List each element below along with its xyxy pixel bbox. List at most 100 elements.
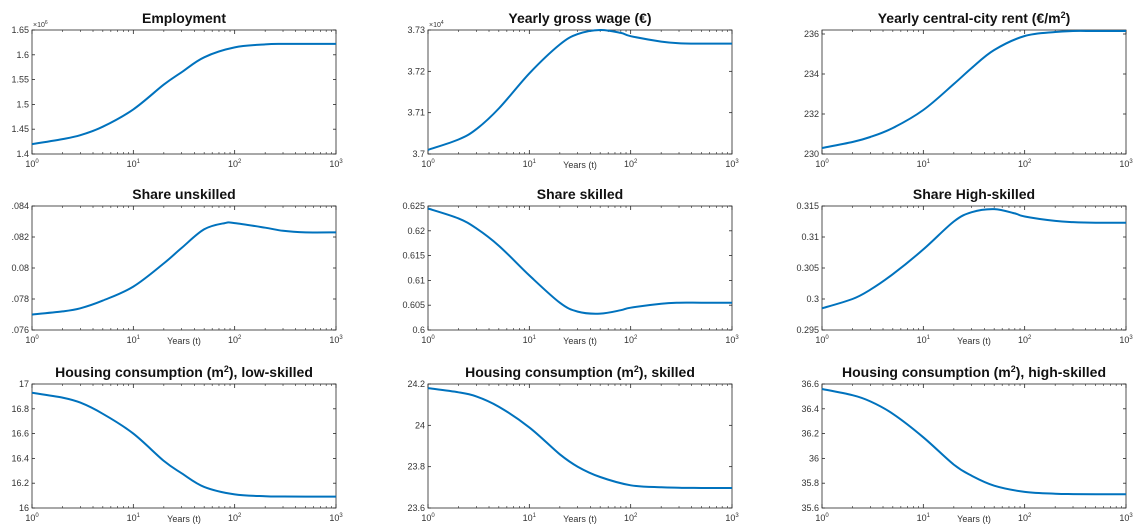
- y-tick-label: 0.625: [402, 201, 425, 211]
- y-tick-label: 3.72: [407, 66, 425, 76]
- y-tick-label: 1.6: [16, 50, 29, 60]
- chart-title-superscript: 2: [1011, 364, 1016, 374]
- x-axis-label: Years (t): [957, 336, 991, 346]
- chart-title-text: Housing consumption (m: [465, 364, 634, 380]
- y-tick-label: 16.4: [11, 453, 29, 463]
- chart-panel: Share skilled 0.6 0.605 0.61 0.615 0.62 0.625 1…: [402, 186, 739, 346]
- x-tick-label: 103: [329, 513, 343, 523]
- chart-title: Yearly central-city rent (€/m2): [878, 10, 1071, 26]
- chart-title: Employment: [142, 10, 226, 26]
- x-tick-label: 102: [228, 159, 242, 169]
- y-tick-label: 1.4: [16, 149, 29, 159]
- x-tick-label: 101: [917, 335, 931, 345]
- x-tick-label: 101: [523, 335, 537, 345]
- chart-panel: Yearly gross wage (€) 3.7 3.71 3.72 3.73 100 1…: [407, 10, 739, 170]
- y-tick-label: 1.65: [11, 25, 29, 35]
- plot-area: [427, 29, 733, 155]
- x-tick-label: 103: [725, 513, 739, 523]
- y-tick-label: 1.55: [11, 75, 29, 85]
- y-tick-label: 1.5: [16, 99, 29, 109]
- y-tick-label: 3.71: [407, 108, 425, 118]
- y-tick-label: 0.3: [806, 294, 819, 304]
- x-tick-label: 101: [523, 159, 537, 169]
- y-tick-label: 24: [415, 420, 425, 430]
- chart-title: Share skilled: [537, 186, 623, 202]
- x-tick-label: 103: [329, 159, 343, 169]
- x-axis-label: Years (t): [563, 336, 597, 346]
- x-tick-label: 100: [815, 513, 829, 523]
- chart-panel: Share High-skilled 0.295 0.3 0.305 0.31 0.315…: [796, 186, 1133, 346]
- chart-panel: Share unskilled .076 .078 0.08 .082 .084 100 10…: [11, 186, 343, 346]
- x-tick-label: 102: [228, 513, 242, 523]
- y-tick-label: 0.605: [402, 300, 425, 310]
- chart-title-text: Yearly central-city rent (€/m: [878, 10, 1061, 26]
- x-tick-label: 102: [624, 335, 638, 345]
- chart-title: Share unskilled: [132, 186, 235, 202]
- chart-title-suffix: ), high-skilled: [1016, 364, 1106, 380]
- y-tick-label: 36.6: [801, 379, 819, 389]
- y-tick-label: 16.2: [11, 478, 29, 488]
- y-tick-label: 36: [809, 453, 819, 463]
- y-tick-label: .076: [11, 325, 29, 335]
- x-tick-label: 100: [25, 513, 39, 523]
- chart-panel: Housing consumption (m2), high-skilled 35…: [801, 364, 1133, 524]
- plot-area: [427, 383, 733, 509]
- chart-title-text: Employment: [142, 10, 226, 26]
- x-tick-label: 101: [523, 513, 537, 523]
- x-tick-label: 103: [1119, 513, 1133, 523]
- y-tick-label: 24.2: [407, 379, 425, 389]
- y-tick-label: 0.305: [796, 263, 819, 273]
- x-tick-label: 102: [1018, 335, 1032, 345]
- x-tick-label: 102: [624, 513, 638, 523]
- y-tick-label: 16: [19, 503, 29, 513]
- chart-title-text: Share High-skilled: [913, 186, 1035, 202]
- chart-title-suffix: ): [1066, 10, 1071, 26]
- y-tick-label: 230: [804, 149, 819, 159]
- y-tick-label: 0.08: [11, 263, 29, 273]
- y-axis-multiplier: ×104: [429, 20, 444, 29]
- x-tick-label: 103: [1119, 335, 1133, 345]
- y-axis-multiplier: ×106: [33, 20, 48, 29]
- chart-title: Housing consumption (m2), high-skilled: [842, 364, 1106, 380]
- x-tick-label: 102: [228, 335, 242, 345]
- y-tick-label: 0.315: [796, 201, 819, 211]
- x-tick-label: 103: [329, 335, 343, 345]
- y-tick-label: 23.8: [407, 462, 425, 472]
- plot-area: [31, 205, 337, 331]
- x-axis-label: Years (t): [957, 514, 991, 524]
- y-tick-label: 16.6: [11, 429, 29, 439]
- x-tick-label: 100: [25, 335, 39, 345]
- x-tick-label: 101: [917, 159, 931, 169]
- y-tick-label: 0.6: [412, 325, 425, 335]
- chart-title-superscript: 2: [1061, 10, 1066, 20]
- y-tick-label: 0.31: [801, 232, 819, 242]
- y-tick-label: 36.2: [801, 429, 819, 439]
- y-tick-label: 3.7: [412, 149, 425, 159]
- x-tick-label: 101: [127, 159, 141, 169]
- x-tick-label: 100: [421, 159, 435, 169]
- y-tick-label: 236: [804, 29, 819, 39]
- series-line: [31, 221, 337, 316]
- x-tick-label: 100: [421, 513, 435, 523]
- chart-panel: Employment 1.4 1.45 1.5 1.55 1.6 1.65 100 101 102…: [11, 10, 343, 169]
- x-tick-label: 103: [1119, 159, 1133, 169]
- series-line: [427, 28, 733, 151]
- chart-panel: Yearly central-city rent (€/m2) 230 232 234…: [804, 10, 1133, 169]
- series-line: [31, 42, 336, 146]
- series-line: [821, 388, 1127, 496]
- plot-area: [821, 383, 1127, 509]
- y-tick-label: 23.6: [407, 503, 425, 513]
- x-tick-label: 103: [725, 159, 739, 169]
- y-tick-label: 0.615: [402, 251, 425, 261]
- y-tick-label: .082: [11, 232, 29, 242]
- plot-area: [31, 29, 337, 155]
- x-tick-label: 101: [127, 335, 141, 345]
- series-line: [821, 208, 1127, 310]
- chart-title-superscript: 2: [634, 364, 639, 374]
- series-line: [31, 391, 336, 498]
- y-tick-label: 16.8: [11, 404, 29, 414]
- chart-title-text: Share unskilled: [132, 186, 235, 202]
- chart-panel: Housing consumption (m2), skilled 23.6 23.…: [407, 364, 739, 524]
- plot-area: [821, 205, 1127, 331]
